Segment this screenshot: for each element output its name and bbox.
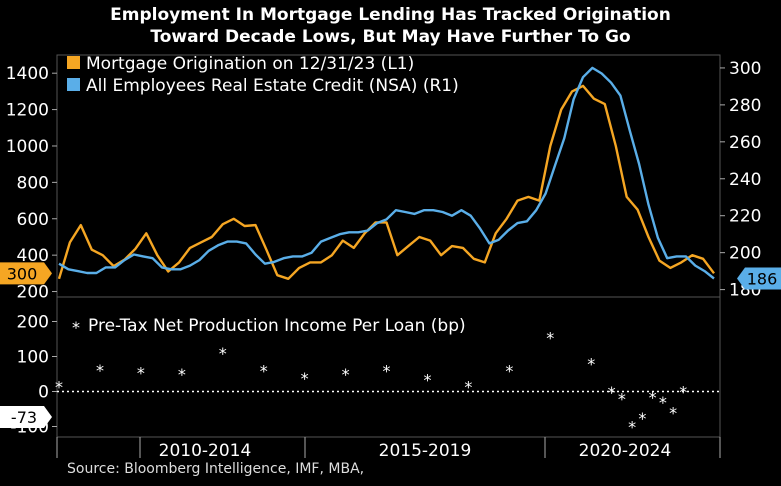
left-axis-tick-label: 800 (17, 173, 49, 193)
scatter-point: * (219, 344, 227, 363)
scatter-point: * (423, 370, 431, 389)
legend-marker-net-production-income: * (72, 318, 80, 337)
x-axis-group-label: 2015-2019 (379, 441, 472, 461)
right-axis-tick-label: 280 (729, 96, 761, 116)
left-axis-tick-label: 1400 (6, 64, 49, 84)
right-last-value-tag (737, 267, 781, 290)
bottom-left-axis-tick-label: 0 (38, 383, 49, 403)
bottom-left-axis-tick-label: 200 (17, 313, 49, 333)
scatter-point: * (638, 409, 646, 428)
scatter-point: * (587, 355, 595, 374)
chart-title-line-2: Toward Decade Lows, But May Have Further… (150, 27, 631, 47)
left-axis-tick-label: 1200 (6, 101, 49, 121)
scatter-point: * (669, 404, 677, 423)
right-axis-tick-label: 260 (729, 133, 761, 153)
source-note: Source: Bloomberg Intelligence, IMF, MBA… (67, 461, 365, 477)
left-axis-tick-label: 200 (17, 283, 49, 303)
bottom-panel-frame (56, 296, 721, 438)
legend-swatch-real-estate-credit (67, 78, 80, 91)
right-axis-tick-label: 240 (729, 170, 761, 190)
scatter-point: * (608, 383, 616, 402)
left-axis-tick-label: 1000 (6, 137, 49, 157)
scatter-point: * (464, 377, 472, 396)
scatter-point: * (383, 362, 391, 381)
right-last-value-label: 186 (747, 270, 778, 289)
series-line-mortgage-origination (57, 84, 715, 280)
chart-title-line-1: Employment In Mortgage Lending Has Track… (110, 5, 671, 25)
series-line-real-estate-credit-employees (58, 66, 715, 280)
scatter-point: * (659, 393, 667, 412)
scatter-point: * (618, 390, 626, 409)
scatter-point: * (178, 365, 186, 384)
right-axis-tick-label: 220 (729, 207, 761, 227)
scatter-point: * (96, 361, 104, 380)
legend-label-mortgage-origination: Mortgage Origination on 12/31/23 (L1) (86, 54, 414, 74)
scatter-point: * (342, 365, 350, 384)
bottom-last-value-tag (0, 406, 52, 429)
left-last-value-label: 300 (7, 264, 38, 283)
scatter-point: * (505, 362, 513, 381)
bottom-last-value-label: -73 (11, 408, 37, 427)
left-last-value-tag (0, 262, 52, 285)
left-axis-tick-label: 400 (17, 246, 49, 266)
legend-swatch-mortgage-origination (67, 56, 80, 69)
scatter-point: * (137, 363, 145, 382)
bottom-left-axis-tick-label: 100 (17, 348, 49, 368)
right-axis-tick-label: 200 (729, 244, 761, 264)
scatter-point: * (55, 377, 63, 396)
left-axis-tick-label: 600 (17, 210, 49, 230)
scatter-point: * (628, 418, 636, 437)
chart-title: Employment In Mortgage Lending Has Track… (0, 4, 781, 48)
scatter-point: * (260, 362, 268, 381)
scatter-point: * (546, 328, 554, 347)
scatter-point: * (649, 388, 657, 407)
scatter-point: * (679, 383, 687, 402)
legend-label-net-production-income: Pre-Tax Net Production Income Per Loan (… (88, 316, 466, 336)
legend-label-real-estate-credit: All Employees Real Estate Credit (NSA) (… (86, 76, 459, 96)
x-axis-group-label: 2010-2014 (159, 441, 252, 461)
x-axis-group-label: 2020-2024 (579, 441, 672, 461)
right-axis-tick-label: 300 (729, 59, 761, 79)
scatter-point: * (301, 369, 309, 388)
